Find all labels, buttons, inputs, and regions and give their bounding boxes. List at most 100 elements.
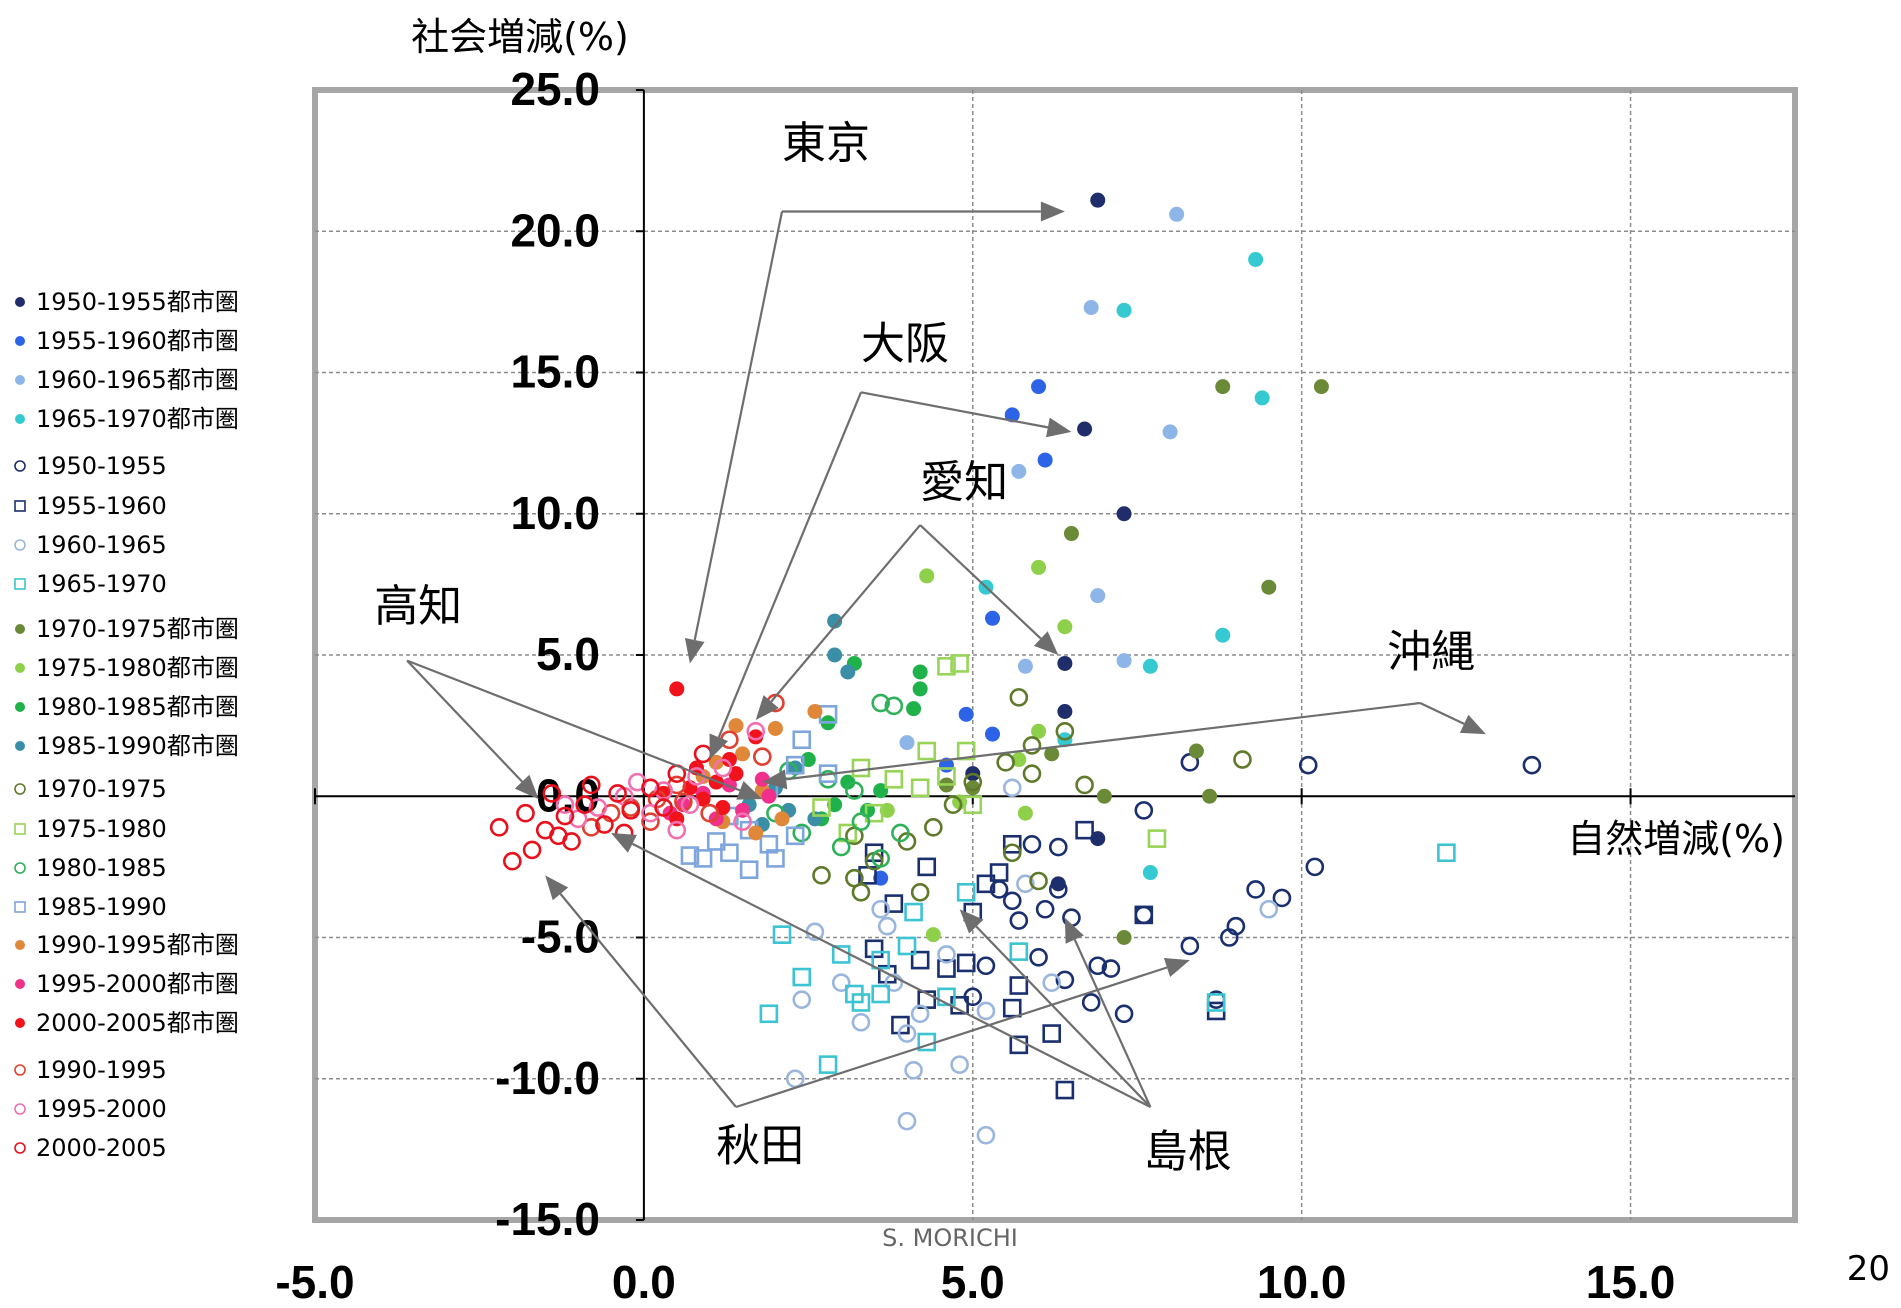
legend-label: 1980-1985 [36,854,167,882]
arrow-大阪 [709,391,862,760]
arrow-大阪 [860,391,1072,438]
series-1970-1975都市圏 [938,379,1329,945]
series-2000-2005 [489,744,713,871]
data-point [1044,746,1060,762]
series-1975-1980都市圏 [879,559,1073,943]
data-point [785,755,805,775]
x-tick-label: 15.0 [1586,1256,1676,1308]
data-point [1261,579,1277,595]
legend-item: 1950-1955都市圏 [15,288,239,316]
gridlines [315,90,1795,1220]
data-point [1022,834,1042,854]
data-point [774,811,790,827]
legend-label: 1960-1965都市圏 [36,366,239,394]
legend-marker [15,741,25,751]
data-point [937,987,956,1007]
data-point [669,681,685,697]
data-point [1011,752,1027,768]
data-point [827,647,843,663]
data-point [877,916,897,936]
series-1960-1965 [785,778,1279,1145]
legend-item: 1970-1975 [14,775,167,803]
data-point [1134,801,1154,820]
data-point [910,882,930,902]
series-1955-1960都市圏 [873,379,1053,886]
data-point [925,927,941,943]
y-axis-title: 社会増減(%) [411,15,629,59]
data-point [1116,653,1132,669]
y-tick-label: 10.0 [510,487,600,539]
legend-marker [15,336,25,346]
data-point [1009,688,1029,707]
legend-label: 1990-1995都市圏 [36,931,239,959]
series-1985-1990 [680,705,838,880]
data-point [1075,775,1094,795]
legend-item: 1955-1960 [14,492,167,520]
data-point [1029,871,1048,891]
data-point [1009,976,1029,995]
data-point [720,843,739,863]
page-number: 20 [1847,1249,1890,1289]
data-point [792,967,812,987]
legend-marker [14,1142,26,1154]
data-point [1142,658,1158,674]
legend-label: 2000-2005 [36,1134,167,1162]
data-point [759,1004,779,1024]
data-point [884,696,904,716]
data-point [693,744,713,764]
arrow-沖縄 [1419,702,1486,735]
data-point [1083,300,1099,316]
legend-marker [14,783,26,795]
data-point [1202,788,1218,804]
legend-label: 1970-1975都市圏 [36,615,239,643]
data-point [693,849,713,868]
data-points [489,192,1542,1145]
data-point [1090,588,1106,604]
data-point [1088,956,1108,976]
data-point [1305,857,1325,877]
data-point [1050,876,1066,892]
legend-item: 1960-1965 [14,531,167,559]
legend-item: 1990-1995 [14,1056,167,1084]
data-point [581,775,601,795]
data-point [1016,874,1035,894]
data-point [1002,998,1022,1018]
data-point [1147,829,1167,848]
data-point [800,752,816,768]
legend-marker [15,663,25,673]
data-point [1011,463,1027,479]
data-point [1180,936,1200,956]
data-point [891,823,910,843]
data-point [1169,206,1185,222]
data-point [919,568,935,584]
data-point [1075,820,1094,840]
data-point [1081,993,1101,1012]
legend-label: 1965-1970 [36,570,167,598]
data-point [1022,764,1042,783]
data-point [1215,627,1231,643]
legend-item: 2000-2005 [14,1134,167,1162]
legend-item: 1950-1955 [14,452,167,480]
data-point [728,766,744,782]
data-point [976,1001,996,1021]
data-point [871,899,890,919]
data-point [1002,834,1022,854]
data-point [1254,390,1270,406]
legend-label: 1975-1980 [36,815,167,843]
legend-marker [15,375,25,385]
data-point [904,1060,923,1080]
data-point [1090,192,1106,208]
arrow-島根 [1064,917,1152,1108]
annotation-愛知: 愛知 [920,457,1008,508]
legend-label: 1985-1990 [36,893,167,921]
x-tick-labels: -5.0 0.0 5.0 10.0 15.0 [275,1256,1675,1308]
data-point [897,1111,917,1131]
legend-label: 1955-1960 [36,492,167,520]
data-point [1220,928,1239,947]
legend-item: 1965-1970 [14,570,167,598]
legend-item: 1975-1980都市圏 [15,654,239,682]
data-point [1188,743,1204,759]
y-tick-label: 25.0 [510,63,600,115]
legend-marker [15,979,25,989]
data-point [1042,1024,1062,1043]
